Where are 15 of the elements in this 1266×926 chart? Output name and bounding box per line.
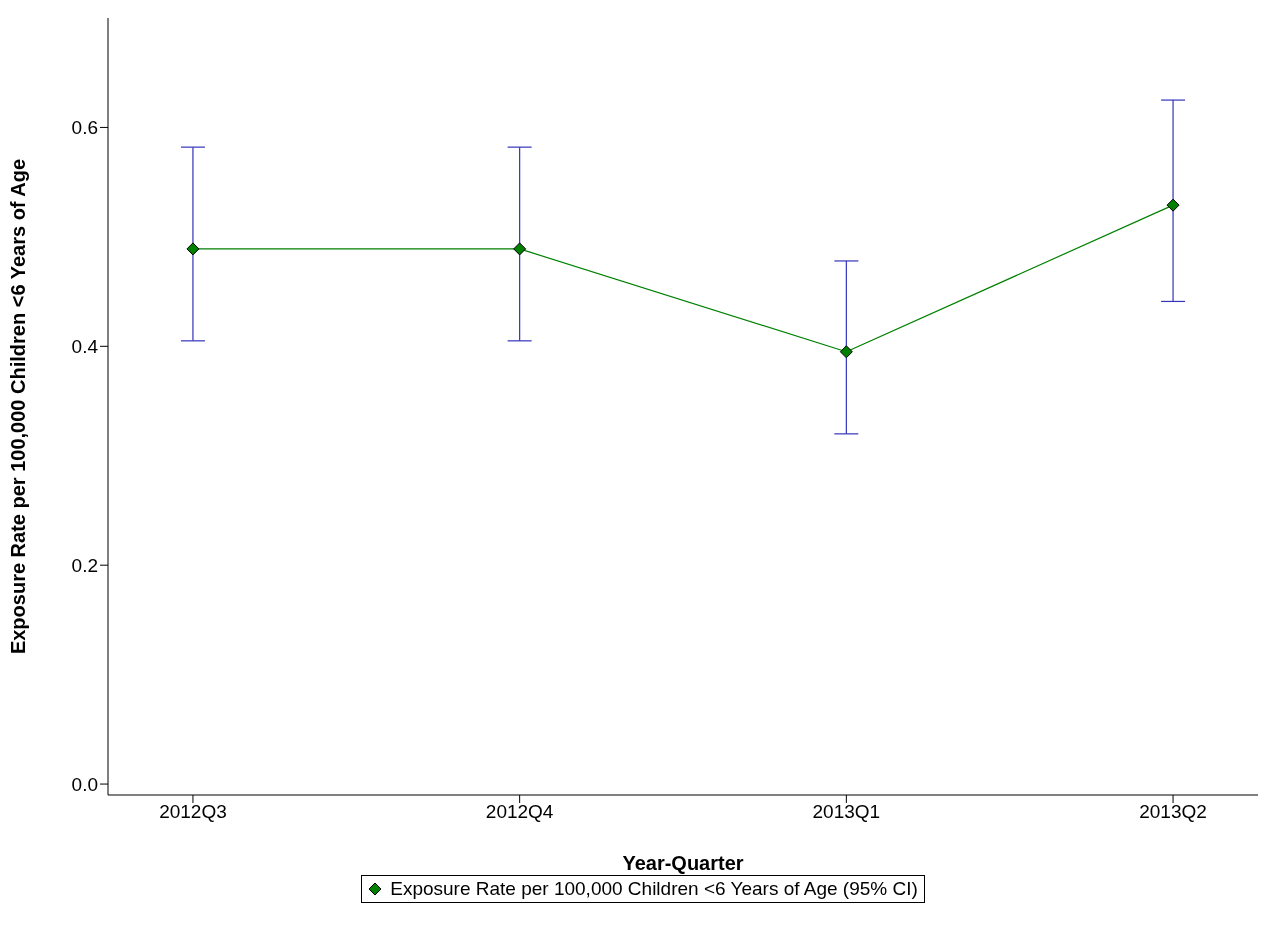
y-tick-label: 0.0 [71, 773, 98, 795]
x-tick-label: 2013Q1 [812, 801, 881, 823]
point [186, 242, 200, 256]
x-tick-label: 2013Q2 [1139, 801, 1207, 823]
point [1166, 198, 1180, 212]
legend-label: Exposure Rate per 100,000 Children <6 Years of Age (95% CI) [390, 878, 918, 900]
y-tick-label: 0.4 [71, 336, 99, 358]
x-tick-label: 2012Q3 [159, 801, 227, 823]
y-tick-label: 0.2 [71, 554, 98, 576]
x-tick-label: 2012Q4 [485, 801, 554, 823]
y-axis-title: Exposure Rate per 100,000 Children <6 Years of Age [7, 158, 30, 655]
point [839, 345, 853, 359]
point [513, 242, 527, 256]
y-tick-label: 0.6 [71, 117, 98, 139]
x-axis-title: Year-Quarter [622, 852, 744, 874]
